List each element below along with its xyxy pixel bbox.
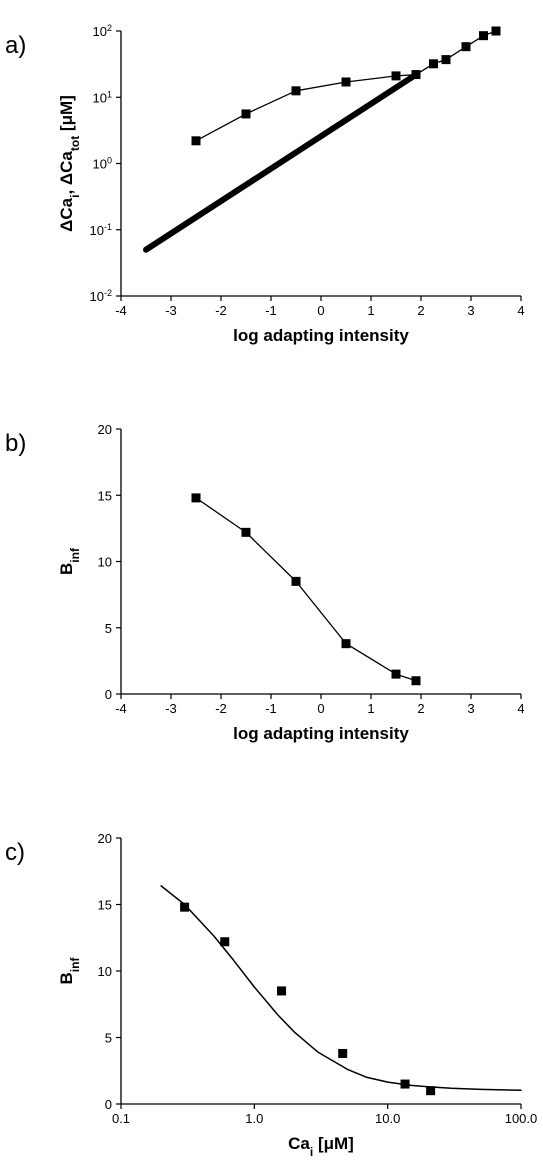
- x-tick-label: -4: [115, 303, 127, 318]
- data-point: [411, 676, 421, 686]
- y-tick-label: 10-1: [90, 222, 112, 238]
- x-axis-label: log adapting intensity: [233, 326, 409, 345]
- data-point: [491, 26, 501, 36]
- x-tick-label: 0: [317, 701, 324, 716]
- data-point: [341, 639, 351, 649]
- x-tick-label: -3: [165, 701, 177, 716]
- x-tick-label: 1: [367, 303, 374, 318]
- fit-curve: [160, 885, 522, 1092]
- label-part: , ΔCa: [57, 151, 76, 195]
- x-tick-label: 3: [467, 303, 474, 318]
- y-tick-label: 10-2: [90, 288, 112, 304]
- tick-exponent: 0: [107, 156, 112, 166]
- chart-panel-b: b) -4 -3 -2 -1 0 1 2 3 4 0 5 10 15 20 log adapting inte…: [5, 422, 525, 743]
- panel-label: c): [5, 839, 25, 866]
- data-point: [191, 493, 201, 503]
- x-tick-label: 100.0: [505, 1111, 538, 1126]
- y-tick-label: 10: [98, 555, 112, 570]
- data-point: [277, 986, 287, 996]
- x-tick-label: -3: [165, 303, 177, 318]
- thick-line-series: [143, 71, 419, 253]
- label-part: B: [57, 563, 76, 575]
- tick-exponent: 1: [107, 89, 112, 99]
- subscript: i: [310, 1145, 313, 1159]
- data-point: [241, 109, 251, 119]
- data-point: [400, 1079, 410, 1089]
- data-point: [391, 669, 401, 679]
- x-tick-label: 10.0: [375, 1111, 400, 1126]
- panel-label: a): [5, 32, 26, 59]
- data-point: [338, 1048, 348, 1058]
- x-tick-label: -1: [265, 701, 277, 716]
- data-point: [220, 937, 230, 947]
- x-tick-label: 1: [367, 701, 374, 716]
- chart-panel-c: c) 0.1 1.0 10.0 100.0 0 5 10 15 20 Cai [μM] Binf: [5, 831, 537, 1159]
- data-point: [461, 42, 471, 52]
- x-axis-label: log adapting intensity: [233, 724, 409, 743]
- x-axis-label: Cai [μM]: [288, 1134, 354, 1159]
- y-tick-label: 102: [93, 23, 112, 39]
- y-tick-label: 100: [93, 156, 112, 172]
- label-part: Ca: [288, 1134, 310, 1153]
- y-axis-label: Binf: [57, 547, 82, 575]
- y-tick-label: 101: [93, 89, 112, 105]
- y-tick-label: 20: [98, 422, 112, 437]
- x-tick-label: 0.1: [112, 1111, 130, 1126]
- data-point: [191, 136, 201, 146]
- data-point: [441, 55, 451, 65]
- subscript: tot: [68, 136, 82, 151]
- x-tick-label: 4: [517, 701, 524, 716]
- subscript: i: [68, 195, 82, 198]
- subscript: inf: [68, 547, 82, 563]
- tick-base: 10: [90, 223, 104, 238]
- label-part: B: [57, 972, 76, 984]
- x-tick-label: -2: [215, 701, 227, 716]
- x-tick-label: 1.0: [245, 1111, 263, 1126]
- x-tick-label: 0: [317, 303, 324, 318]
- panel-label: b): [5, 430, 26, 457]
- label-part: [μM]: [313, 1134, 354, 1153]
- x-tick-label: 3: [467, 701, 474, 716]
- x-tick-label: -1: [265, 303, 277, 318]
- data-point: [180, 902, 190, 912]
- data-point: [341, 77, 351, 87]
- data-point: [479, 31, 488, 41]
- label-part: [μM]: [57, 95, 76, 136]
- data-point: [291, 576, 301, 586]
- tick-base: 10: [90, 289, 104, 304]
- x-tick-label: -2: [215, 303, 227, 318]
- y-axis-label: ΔCai, ΔCatot [μM]: [57, 95, 82, 232]
- y-tick-label: 5: [105, 1031, 112, 1046]
- tick-exponent: 2: [107, 23, 112, 33]
- x-tick-label: 4: [517, 303, 524, 318]
- tick-base: 10: [93, 157, 107, 172]
- y-tick-label: 5: [105, 621, 112, 636]
- label-part: ΔCa: [57, 197, 76, 231]
- data-point: [426, 1086, 436, 1096]
- tick-base: 10: [93, 24, 107, 39]
- x-tick-label: 2: [417, 701, 424, 716]
- y-tick-label: 15: [98, 488, 112, 503]
- subscript: inf: [68, 957, 82, 973]
- y-tick-label: 15: [98, 898, 112, 913]
- y-tick-label: 0: [105, 1097, 112, 1112]
- data-point: [241, 527, 251, 537]
- tick-base: 10: [93, 90, 107, 105]
- data-point: [291, 86, 301, 96]
- line-series: [195, 497, 417, 682]
- y-tick-label: 10: [98, 964, 112, 979]
- x-tick-label: 2: [417, 303, 424, 318]
- tick-exponent: -1: [104, 222, 112, 232]
- y-tick-label: 20: [98, 831, 112, 846]
- tick-exponent: -2: [104, 288, 112, 298]
- y-tick-label: 0: [105, 687, 112, 702]
- data-point: [429, 59, 438, 69]
- x-tick-label: -4: [115, 701, 127, 716]
- y-axis-label: Binf: [57, 957, 82, 985]
- data-point: [391, 71, 401, 81]
